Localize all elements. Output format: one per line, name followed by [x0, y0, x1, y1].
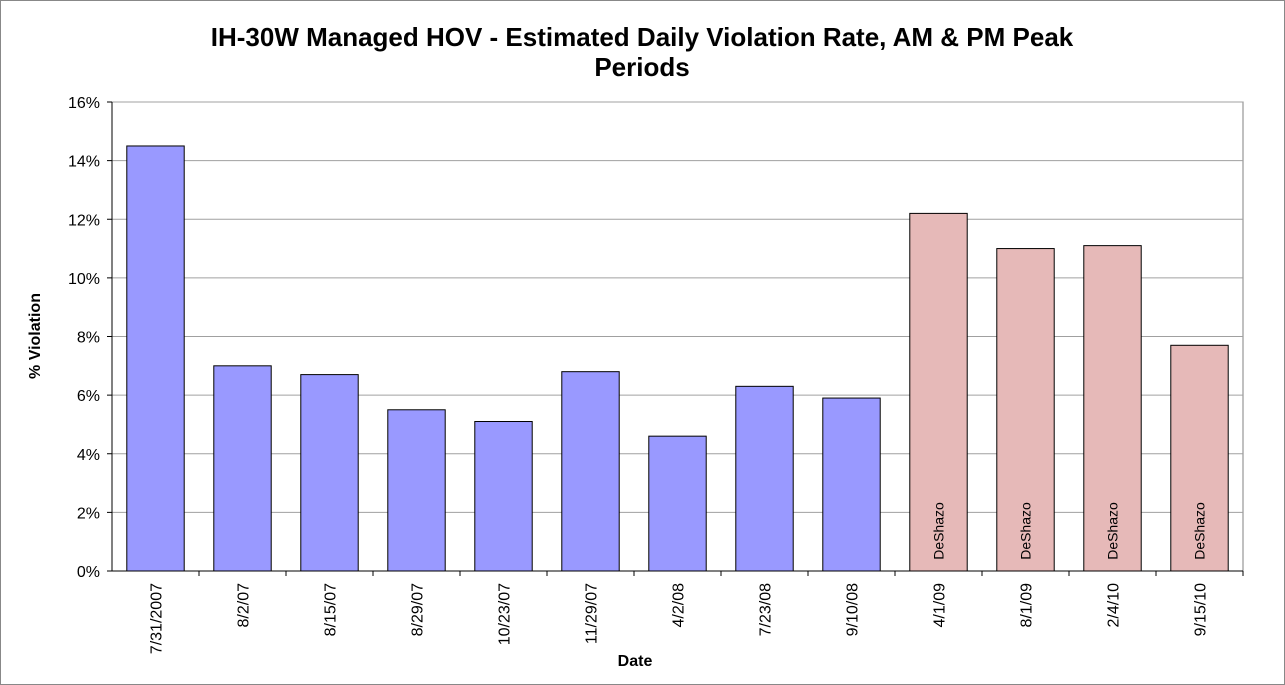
bar — [474, 421, 533, 572]
x-tick-label: 8/29/07 — [410, 583, 427, 636]
bar — [822, 397, 881, 572]
bar — [300, 374, 359, 572]
bar — [735, 385, 794, 572]
chart-title: IH-30W Managed HOV - Estimated Daily Vio… — [210, 22, 1074, 82]
bar-label: DeShazo — [1192, 502, 1208, 560]
x-tick-label: 4/1/09 — [932, 583, 949, 628]
bar-label: DeShazo — [1105, 502, 1121, 560]
y-tick-label: 8% — [77, 330, 100, 347]
x-tick-label: 2/4/10 — [1106, 583, 1123, 628]
x-tick-label: 8/1/09 — [1019, 583, 1036, 628]
bar — [909, 212, 968, 572]
bar — [996, 248, 1055, 572]
x-tick-label: 11/29/07 — [584, 583, 601, 644]
y-tick-label: 4% — [77, 447, 100, 464]
y-tick-label: 6% — [77, 388, 100, 405]
bar — [648, 435, 707, 572]
x-tick-label: 8/15/07 — [323, 583, 340, 636]
x-tick-label: 7/23/08 — [758, 583, 775, 636]
x-tick-label: 9/10/08 — [845, 583, 862, 636]
bar — [126, 145, 185, 572]
y-tick-label: 16% — [68, 95, 100, 112]
y-axis-label: % Violation — [27, 293, 44, 379]
bar — [387, 409, 446, 572]
bar-label: DeShazo — [1018, 502, 1034, 560]
x-tick-label: 9/15/10 — [1193, 583, 1210, 636]
y-tick-label: 14% — [68, 154, 100, 171]
y-tick-label: 0% — [77, 564, 100, 581]
x-tick-label: 4/2/08 — [671, 583, 688, 628]
bar — [213, 365, 272, 572]
x-tick-label: 7/31/2007 — [149, 583, 166, 654]
bar — [561, 371, 620, 572]
bar-label: DeShazo — [931, 502, 947, 560]
x-axis-label: Date — [618, 653, 653, 670]
bar — [1170, 344, 1229, 572]
y-tick-label: 12% — [68, 212, 100, 229]
y-tick-label: 10% — [68, 271, 100, 288]
x-tick-label: 10/23/07 — [497, 583, 514, 645]
x-tick-label: 8/2/07 — [236, 583, 253, 628]
y-tick-label: 2% — [77, 505, 100, 522]
